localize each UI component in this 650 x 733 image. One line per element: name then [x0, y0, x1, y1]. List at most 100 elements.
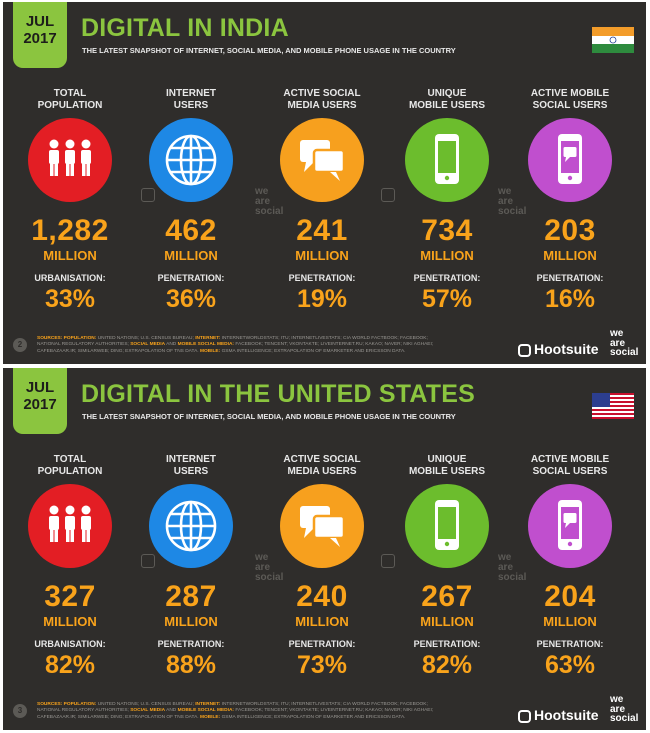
people-icon — [28, 484, 112, 568]
globe-icon — [149, 118, 233, 202]
chat-bubbles-icon — [280, 484, 364, 568]
stat-unique-mobile-users: UNIQUE MOBILE USERS 734 MILLION PENETRATI… — [387, 2, 507, 364]
stat-sublabel: PENETRATION: — [413, 639, 481, 649]
stat-label: UNIQUE MOBILE USERS — [408, 88, 486, 111]
stat-label: TOTAL POPULATION — [37, 88, 103, 111]
stat-sublabel: PENETRATION: — [288, 273, 356, 283]
stat-percent: 73% — [296, 651, 348, 679]
stat-label: UNIQUE MOBILE USERS — [408, 454, 486, 477]
watermark-owl-icon — [141, 554, 155, 568]
stat-unit: MILLION — [43, 614, 97, 629]
stat-unit: MILLION — [543, 248, 597, 263]
stat-value: 287 — [165, 580, 217, 613]
we-are-social-logo: we are social — [610, 328, 639, 358]
panel-title: DIGITAL IN INDIA — [81, 14, 289, 42]
stat-value: 327 — [44, 580, 96, 613]
owl-icon — [518, 710, 531, 723]
stat-unit: MILLION — [295, 248, 349, 263]
stat-unique-mobile-users: UNIQUE MOBILE USERS 267 MILLION PENETRATI… — [387, 368, 507, 730]
stat-value: 241 — [296, 214, 348, 247]
owl-icon — [518, 344, 531, 357]
stat-label: INTERNET USERS — [166, 454, 216, 477]
page-number: 3 — [13, 704, 27, 718]
watermark-owl-icon — [141, 188, 155, 202]
stat-percent: 82% — [421, 651, 473, 679]
panel-subtitle: THE LATEST SNAPSHOT OF INTERNET, SOCIAL … — [82, 46, 456, 55]
stat-total-population: TOTAL POPULATION 327 MILLION URBANISATION… — [10, 368, 130, 730]
stat-unit: MILLION — [420, 614, 474, 629]
stat-percent: 82% — [44, 651, 96, 679]
stat-active-social-users: ACTIVE SOCIAL MEDIA USERS 240 MILLION PEN… — [262, 368, 382, 730]
stat-label: ACTIVE MOBILE SOCIAL USERS — [530, 454, 610, 477]
date-month: JUL — [25, 13, 55, 30]
stat-value: 462 — [165, 214, 217, 247]
hootsuite-logo: Hootsuite — [518, 341, 599, 357]
stat-value: 204 — [544, 580, 596, 613]
stat-unit: MILLION — [164, 614, 218, 629]
watermark-we-are-social: we are social — [255, 552, 284, 583]
stat-unit: MILLION — [164, 248, 218, 263]
stat-percent: 57% — [421, 285, 473, 313]
we-are-social-logo: we are social — [610, 694, 639, 724]
date-year: 2017 — [23, 30, 57, 47]
watermark-owl-icon — [381, 188, 395, 202]
stat-unit: MILLION — [420, 248, 474, 263]
stat-label: ACTIVE SOCIAL MEDIA USERS — [283, 88, 361, 111]
stat-percent: 19% — [296, 285, 348, 313]
india-flag-icon — [592, 27, 634, 53]
sources-text: SOURCES: POPULATION: UNITED NATIONS; U.S… — [37, 702, 434, 720]
stat-unit: MILLION — [295, 614, 349, 629]
stat-percent: 63% — [544, 651, 596, 679]
people-icon — [28, 118, 112, 202]
stat-active-mobile-social-users: ACTIVE MOBILE SOCIAL USERS 204 MILLION PE… — [510, 368, 630, 730]
panel-united-states: JUL 2017 DIGITAL IN THE UNITED STATES TH… — [3, 368, 646, 730]
stat-sublabel: PENETRATION: — [288, 639, 356, 649]
usa-flag-icon — [592, 393, 634, 419]
stat-sublabel: PENETRATION: — [157, 639, 225, 649]
sources-text: SOURCES: POPULATION: UNITED NATIONS; U.S… — [37, 336, 434, 354]
stat-sublabel: PENETRATION: — [536, 639, 604, 649]
stat-percent: 36% — [165, 285, 217, 313]
stat-percent: 16% — [544, 285, 596, 313]
stat-value: 240 — [296, 580, 348, 613]
stat-value: 734 — [421, 214, 473, 247]
date-year: 2017 — [23, 396, 57, 413]
date-badge: JUL 2017 — [13, 368, 67, 434]
mobile-phone-icon — [405, 118, 489, 202]
hootsuite-logo: Hootsuite — [518, 707, 599, 723]
mobile-chat-icon — [528, 118, 612, 202]
stat-value: 1,282 — [31, 214, 109, 247]
stat-percent: 88% — [165, 651, 217, 679]
chat-bubbles-icon — [280, 118, 364, 202]
stat-label: ACTIVE SOCIAL MEDIA USERS — [283, 454, 361, 477]
stat-unit: MILLION — [543, 614, 597, 629]
mobile-phone-icon — [405, 484, 489, 568]
panel-india: JUL 2017 DIGITAL IN INDIA THE LATEST SNA… — [3, 2, 646, 364]
watermark-owl-icon — [381, 554, 395, 568]
stat-label: ACTIVE MOBILE SOCIAL USERS — [530, 88, 610, 111]
stat-internet-users: INTERNET USERS 462 MILLION PENETRATION: 3… — [131, 2, 251, 364]
watermark-we-are-social: we are social — [498, 552, 527, 583]
stat-total-population: TOTAL POPULATION 1,282 MILLION URBANISATI… — [10, 2, 130, 364]
stat-label: INTERNET USERS — [166, 88, 216, 111]
date-month: JUL — [25, 379, 55, 396]
stat-sublabel: PENETRATION: — [157, 273, 225, 283]
stat-label: TOTAL POPULATION — [37, 454, 103, 477]
stat-sublabel: URBANISATION: — [34, 639, 106, 649]
watermark-we-are-social: we are social — [498, 186, 527, 217]
stat-active-mobile-social-users: ACTIVE MOBILE SOCIAL USERS 203 MILLION PE… — [510, 2, 630, 364]
stat-internet-users: INTERNET USERS 287 MILLION PENETRATION: 8… — [131, 368, 251, 730]
panel-subtitle: THE LATEST SNAPSHOT OF INTERNET, SOCIAL … — [82, 412, 456, 421]
watermark-we-are-social: we are social — [255, 186, 284, 217]
date-badge: JUL 2017 — [13, 2, 67, 68]
stat-unit: MILLION — [43, 248, 97, 263]
stat-value: 267 — [421, 580, 473, 613]
stat-value: 203 — [544, 214, 596, 247]
stat-sublabel: PENETRATION: — [536, 273, 604, 283]
globe-icon — [149, 484, 233, 568]
mobile-chat-icon — [528, 484, 612, 568]
stat-percent: 33% — [44, 285, 96, 313]
stat-sublabel: PENETRATION: — [413, 273, 481, 283]
page-number: 2 — [13, 338, 27, 352]
stat-sublabel: URBANISATION: — [34, 273, 106, 283]
